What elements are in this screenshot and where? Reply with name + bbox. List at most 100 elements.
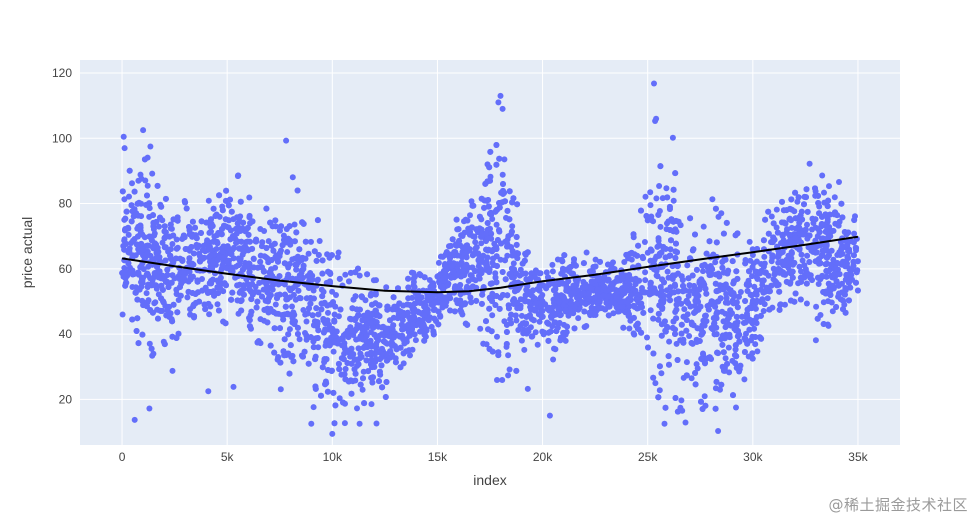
- scatter-point: [289, 311, 295, 318]
- scatter-point: [202, 306, 209, 313]
- scatter-point: [158, 295, 165, 302]
- scatter-point: [161, 244, 168, 251]
- scatter-point: [173, 245, 180, 252]
- scatter-point: [174, 217, 181, 224]
- scatter-point: [404, 309, 411, 316]
- scatter-point: [724, 322, 730, 329]
- scatter-point: [718, 210, 725, 217]
- scatter-point: [734, 275, 741, 282]
- scatter-point: [357, 333, 364, 340]
- scatter-point: [467, 212, 473, 219]
- scatter-point: [798, 251, 805, 258]
- scatter-point: [144, 192, 150, 199]
- scatter-point: [757, 270, 763, 277]
- scatter-point: [447, 255, 453, 262]
- scatter-point: [581, 308, 588, 315]
- scatter-point: [732, 320, 739, 327]
- scatter-point: [237, 198, 244, 205]
- scatter-point: [783, 278, 790, 285]
- scatter-point: [561, 252, 568, 259]
- scatter-point: [318, 392, 324, 399]
- scatter-point: [557, 337, 564, 344]
- scatter-point: [215, 230, 222, 236]
- scatter-point: [214, 301, 221, 308]
- scatter-point: [759, 297, 766, 304]
- scatter-point: [149, 352, 156, 359]
- scatter-point: [594, 286, 601, 293]
- scatter-point: [493, 221, 500, 228]
- scatter-point: [135, 177, 142, 184]
- scatter-point: [390, 294, 397, 301]
- scatter-point: [486, 164, 493, 171]
- scatter-point: [829, 308, 836, 315]
- scatter-point: [283, 296, 290, 303]
- scatter-point: [513, 234, 520, 240]
- scatter-point: [691, 283, 697, 289]
- scatter-point: [679, 277, 686, 283]
- scatter-point: [458, 232, 465, 239]
- scatter-point: [580, 260, 587, 267]
- scatter-point: [770, 234, 777, 241]
- scatter-point: [666, 361, 672, 368]
- scatter-point: [661, 318, 668, 325]
- scatter-point: [701, 322, 708, 329]
- scatter-point: [219, 207, 226, 214]
- scatter-point: [792, 215, 799, 222]
- scatter-point: [660, 296, 667, 303]
- scatter-point: [486, 225, 493, 232]
- scatter-point: [442, 251, 449, 258]
- scatter-point: [492, 270, 499, 277]
- scatter-point: [246, 317, 253, 324]
- scatter-point: [353, 306, 360, 313]
- scatter-point: [457, 282, 464, 288]
- scatter-point: [126, 193, 132, 200]
- scatter-point: [626, 325, 633, 332]
- scatter-point: [556, 320, 563, 326]
- scatter-point: [125, 260, 132, 267]
- scatter-point: [508, 265, 515, 272]
- scatter-point: [190, 250, 197, 257]
- scatter-point: [244, 224, 251, 231]
- scatter-point: [705, 306, 712, 313]
- scatter-point: [476, 213, 483, 220]
- scatter-point: [719, 308, 726, 315]
- scatter-point: [320, 317, 327, 324]
- scatter-point: [152, 299, 159, 306]
- scatter-point: [144, 299, 151, 306]
- scatter-point: [797, 274, 804, 281]
- scatter-point: [389, 306, 396, 313]
- scatter-point: [610, 310, 617, 317]
- scatter-point: [484, 220, 491, 226]
- scatter-point: [415, 309, 422, 316]
- scatter-point: [527, 275, 534, 281]
- scatter-point: [279, 242, 286, 249]
- scatter-point: [226, 246, 233, 252]
- scatter-point: [151, 270, 158, 277]
- scatter-point: [205, 197, 212, 204]
- scatter-point: [543, 269, 550, 276]
- scatter-point: [617, 298, 624, 305]
- scatter-point: [733, 268, 740, 275]
- scatter-point: [199, 247, 206, 253]
- scatter-point: [369, 310, 376, 317]
- scatter-point: [683, 327, 690, 334]
- scatter-point: [670, 186, 677, 193]
- scatter-point: [337, 306, 344, 313]
- scatter-point: [303, 318, 310, 325]
- scatter-point: [138, 263, 145, 270]
- scatter-point: [824, 218, 831, 225]
- scatter-point: [786, 231, 793, 238]
- scatter-point: [693, 361, 700, 368]
- scatter-point: [472, 268, 479, 274]
- scatter-point: [397, 344, 404, 351]
- scatter-point: [211, 233, 218, 240]
- scatter-point: [741, 335, 748, 342]
- scatter-point: [268, 242, 275, 249]
- scatter-point: [798, 208, 805, 215]
- scatter-point: [372, 291, 379, 298]
- scatter-point: [129, 180, 135, 187]
- scatter-point: [485, 246, 492, 253]
- scatter-point: [794, 198, 801, 205]
- scatter-point: [692, 370, 699, 376]
- scatter-point: [183, 205, 190, 212]
